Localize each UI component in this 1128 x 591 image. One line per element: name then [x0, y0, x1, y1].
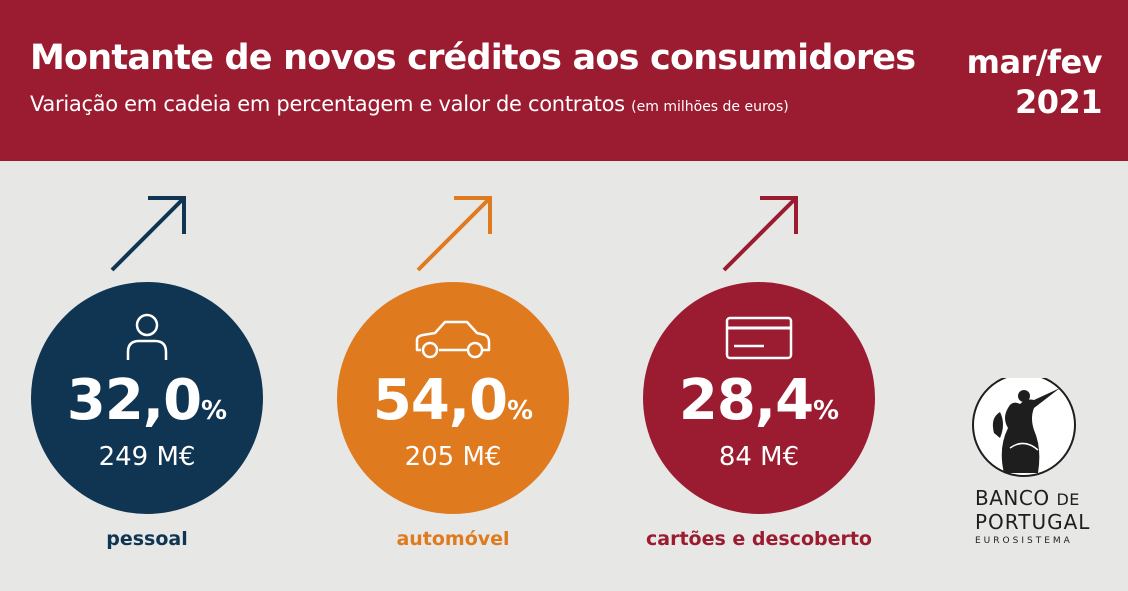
cartoes-percentage: 28,4%	[678, 368, 840, 433]
trend-up-arrow-icon	[722, 196, 798, 272]
header-banner: Montante de novos créditos aos consumido…	[0, 0, 1128, 161]
banco-de-portugal-logo-icon	[972, 378, 1076, 477]
period: mar/fev 2021	[966, 42, 1103, 122]
pessoal-circle: 32,0% 249 M€	[31, 282, 263, 514]
pessoal-value: 249 M€	[98, 442, 196, 472]
logo-line2: PORTUGAL	[975, 510, 1091, 534]
car-icon	[415, 320, 491, 359]
subtitle-text: Variação em cadeia em percentagem e valo…	[30, 92, 625, 116]
cartoes-label: cartões e descoberto	[645, 528, 872, 550]
cartoes-circle: 28,4% 84 M€	[643, 282, 875, 514]
person-icon	[126, 313, 168, 360]
page-subtitle: Variação em cadeia em percentagem e valo…	[30, 92, 789, 116]
logo-line1b: DE	[1056, 490, 1080, 509]
period-months: mar/fev	[966, 43, 1103, 81]
page-title: Montante de novos créditos aos consumido…	[30, 38, 916, 78]
pessoal-label: pessoal	[106, 528, 188, 550]
automovel-value: 205 M€	[404, 442, 502, 472]
pessoal-percentage: 32,0%	[66, 368, 228, 433]
automovel-circle: 54,0% 205 M€	[337, 282, 569, 514]
trend-up-arrow-icon	[416, 196, 492, 272]
credit-card-icon	[725, 316, 793, 360]
logo-line1a: BANCO	[975, 486, 1050, 510]
automovel-label: automóvel	[396, 528, 510, 550]
cartoes-value: 84 M€	[718, 442, 800, 472]
logo-wordmark: BANCO DE PORTUGAL EUROSISTEMA	[975, 487, 1090, 546]
subtitle-unit-note: (em milhões de euros)	[631, 99, 789, 115]
logo-line3: EUROSISTEMA	[975, 536, 1073, 546]
trend-up-arrow-icon	[110, 196, 186, 272]
automovel-percentage: 54,0%	[372, 368, 534, 433]
period-year: 2021	[1014, 83, 1103, 121]
